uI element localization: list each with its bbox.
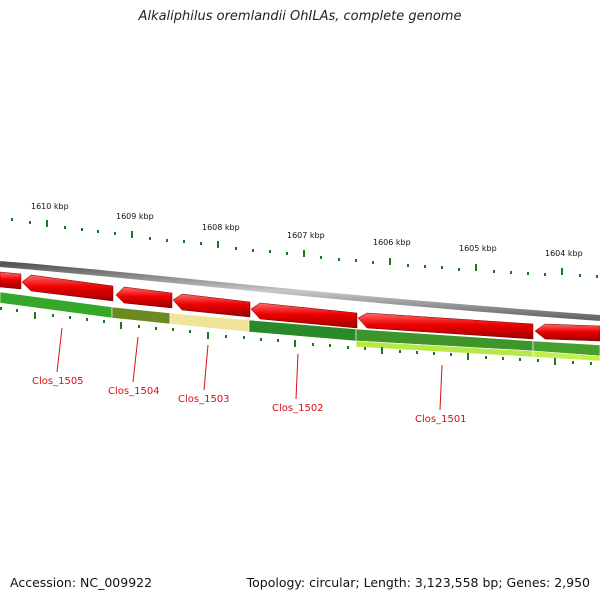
leader-line xyxy=(203,344,209,391)
gene-label[interactable]: Clos_1504 xyxy=(108,386,160,397)
gene-labels: Clos_1505 Clos_1504 Clos_1503 Clos_1502 … xyxy=(32,376,467,425)
gene-label[interactable]: Clos_1502 xyxy=(272,403,324,414)
gene-arrow[interactable] xyxy=(250,302,358,329)
label-leaders xyxy=(56,327,443,411)
gene-label[interactable]: Clos_1503 xyxy=(178,394,230,405)
map-title: Alkaliphilus oremlandii OhILAs, complete… xyxy=(138,9,462,24)
accession-text: Accession: NC_009922 xyxy=(10,575,153,590)
gene-label[interactable]: Clos_1505 xyxy=(32,376,84,387)
inner-ticks xyxy=(0,307,592,365)
kbp-label: 1610 kbp xyxy=(31,202,69,211)
kbp-label: 1608 kbp xyxy=(202,223,240,232)
kbp-label: 1604 kbp xyxy=(545,249,583,258)
reverse-gene-track xyxy=(0,291,600,362)
gene-arrow[interactable] xyxy=(172,293,251,318)
forward-gene-track xyxy=(0,271,600,342)
kbp-label: 1606 kbp xyxy=(373,238,411,247)
kbp-label: 1609 kbp xyxy=(116,212,154,221)
leader-line xyxy=(295,353,299,400)
outer-ticks xyxy=(11,218,598,278)
leader-line xyxy=(439,364,443,411)
gene-arrow[interactable] xyxy=(534,323,600,342)
gene-arrow[interactable] xyxy=(357,312,534,340)
kbp-labels: 1610 kbp 1609 kbp 1608 kbp 1607 kbp 1606… xyxy=(31,202,583,258)
leader-line xyxy=(56,327,63,373)
leader-line xyxy=(132,336,139,383)
kbp-label: 1605 kbp xyxy=(459,244,497,253)
gene-arrow[interactable] xyxy=(0,271,22,290)
gene-label[interactable]: Clos_1501 xyxy=(415,414,467,425)
gene-arrow[interactable] xyxy=(21,274,114,302)
backbone-ring xyxy=(0,261,600,321)
gene-arrow[interactable] xyxy=(115,286,173,309)
gene-block[interactable] xyxy=(532,350,600,362)
genome-summary-text: Topology: circular; Length: 3,123,558 bp… xyxy=(246,575,590,590)
kbp-label: 1607 kbp xyxy=(287,231,325,240)
gene-block[interactable] xyxy=(111,306,171,325)
